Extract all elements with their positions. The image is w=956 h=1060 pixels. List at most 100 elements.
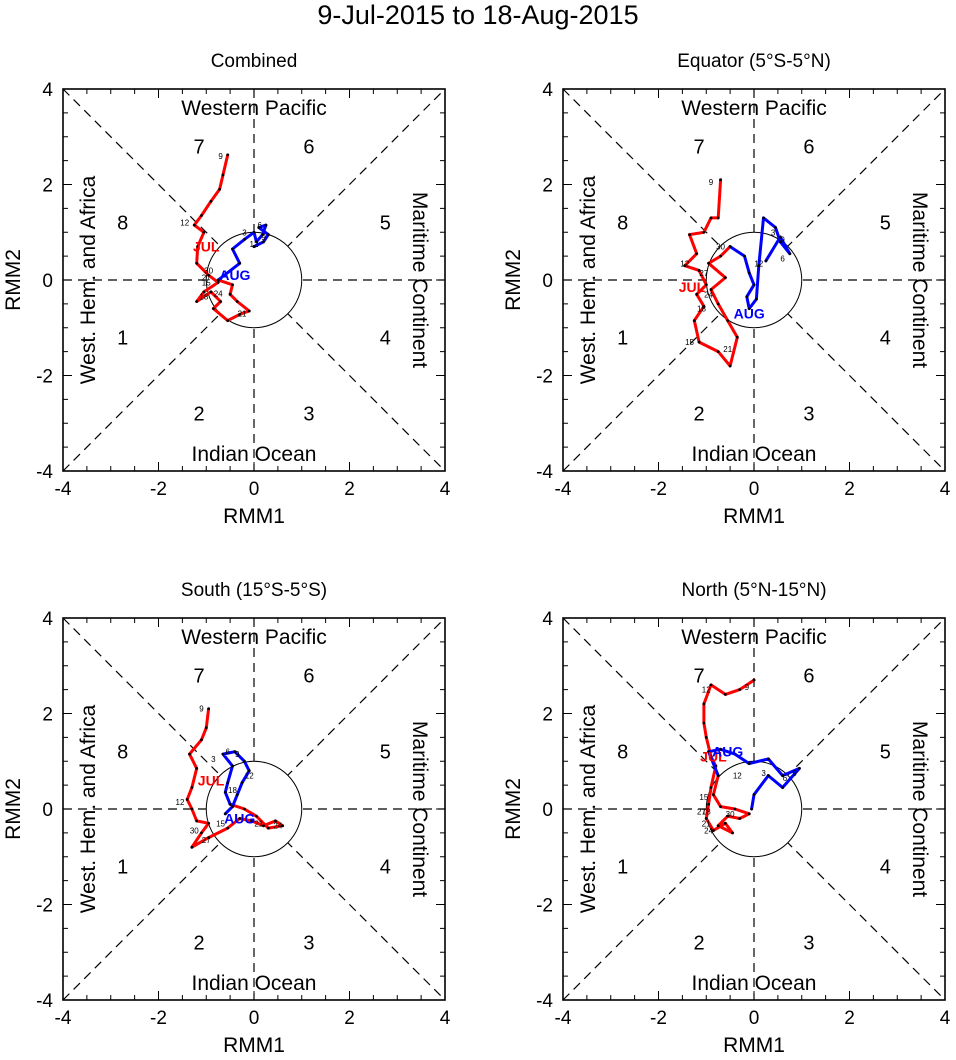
x-tick-label: -2 bbox=[650, 479, 667, 500]
trajectory-point bbox=[226, 153, 230, 157]
trajectory-point bbox=[728, 364, 732, 368]
phase-number-2: 2 bbox=[194, 933, 205, 955]
x-tick-label: 2 bbox=[844, 1008, 855, 1029]
x-tick-label: 4 bbox=[440, 479, 451, 500]
y-tick-label: -2 bbox=[536, 367, 553, 388]
day-label: 9 bbox=[261, 233, 266, 242]
trajectory-point bbox=[190, 845, 194, 849]
trajectory-point bbox=[274, 819, 277, 823]
y-axis-label: RMM2 bbox=[502, 778, 525, 840]
panel-title: Equator (5°S-5°N) bbox=[677, 51, 831, 72]
x-tick-label: 0 bbox=[249, 1008, 260, 1029]
day-label: 18 bbox=[228, 786, 237, 795]
trajectory-aug bbox=[728, 216, 792, 311]
trajectory-point bbox=[716, 774, 720, 777]
trajectory-point bbox=[223, 812, 227, 816]
trajectory-point bbox=[738, 817, 742, 820]
trajectory-point bbox=[235, 300, 239, 303]
day-label: 3 bbox=[771, 228, 776, 237]
trajectory-point bbox=[254, 814, 258, 818]
trajectory-point bbox=[221, 173, 225, 177]
trajectory-point bbox=[723, 276, 727, 280]
month-label-aug: AUG bbox=[219, 267, 250, 283]
trajectory-point bbox=[750, 807, 754, 811]
trajectory-point bbox=[195, 261, 199, 265]
trajectory-point bbox=[726, 814, 730, 818]
y-tick-label: -4 bbox=[536, 462, 553, 483]
phase-number-1: 1 bbox=[617, 856, 628, 878]
day-label: 9 bbox=[218, 152, 223, 161]
x-axis-label: RMM1 bbox=[723, 505, 785, 528]
x-tick-label: 0 bbox=[749, 1008, 760, 1029]
day-label: 9 bbox=[745, 683, 750, 692]
day-label: 12 bbox=[245, 772, 254, 781]
trajectory-point bbox=[781, 786, 785, 789]
trajectory-point bbox=[190, 807, 194, 811]
x-tick-label: -4 bbox=[55, 1008, 72, 1029]
trajectory-point bbox=[226, 319, 230, 322]
trajectory-point bbox=[238, 261, 242, 265]
trajectory-point bbox=[702, 304, 706, 308]
trajectory-point bbox=[752, 678, 756, 682]
phase-number-7: 7 bbox=[694, 665, 705, 687]
unit-circle bbox=[205, 760, 303, 858]
trajectory-point bbox=[752, 793, 756, 797]
phase-number-4: 4 bbox=[880, 856, 891, 878]
trajectory-point bbox=[226, 826, 230, 830]
month-label-jul: JUL bbox=[193, 239, 220, 255]
day-label: 12 bbox=[176, 798, 185, 807]
y-tick-label: 4 bbox=[542, 80, 553, 101]
trajectory-point bbox=[221, 752, 225, 756]
trajectory-point bbox=[188, 752, 191, 756]
trajectory-point bbox=[207, 707, 211, 711]
phase-number-6: 6 bbox=[803, 665, 814, 687]
trajectory-point bbox=[709, 786, 713, 789]
x-tick-label: 4 bbox=[440, 1008, 451, 1029]
day-label: 15 bbox=[202, 278, 211, 287]
day-label: 12 bbox=[250, 240, 259, 249]
trajectory-point bbox=[716, 302, 720, 306]
x-axis-label: RMM1 bbox=[723, 1034, 785, 1057]
trajectory-point bbox=[209, 199, 213, 203]
trajectory-point bbox=[695, 292, 699, 296]
day-label: 12 bbox=[733, 772, 742, 781]
trajectory-point bbox=[207, 821, 211, 825]
region-label-right: Maritime Continent bbox=[908, 192, 931, 368]
trajectory-point bbox=[723, 693, 727, 696]
day-label: 18 bbox=[702, 807, 711, 816]
trajectory-point bbox=[702, 230, 706, 234]
y-tick-label: -4 bbox=[36, 991, 53, 1012]
phase-number-1: 1 bbox=[117, 856, 128, 878]
trajectory-point bbox=[762, 216, 765, 220]
trajectory-point bbox=[212, 307, 215, 311]
phase-number-5: 5 bbox=[380, 742, 391, 764]
y-tick-label: 4 bbox=[542, 609, 553, 630]
trajectory-point bbox=[778, 235, 782, 239]
trajectory-point bbox=[228, 292, 232, 296]
phase-number-8: 8 bbox=[617, 213, 628, 235]
trajectory-point bbox=[200, 214, 203, 217]
y-tick-label: 2 bbox=[42, 176, 53, 197]
day-label: 12 bbox=[680, 259, 689, 268]
panel-title: Combined bbox=[211, 51, 298, 72]
trajectory-point bbox=[702, 721, 706, 725]
y-tick-label: 2 bbox=[542, 176, 553, 197]
trajectory-point bbox=[738, 688, 742, 692]
trajectory-point bbox=[207, 836, 211, 840]
trajectory-point bbox=[757, 264, 761, 268]
y-axis-label: RMM2 bbox=[2, 778, 25, 840]
day-label: 15 bbox=[216, 819, 225, 828]
trajectory-point bbox=[207, 273, 211, 277]
month-label-aug: AUG bbox=[224, 811, 255, 827]
region-label-bottom: Indian Ocean bbox=[692, 972, 817, 995]
y-tick-label: 4 bbox=[42, 609, 53, 630]
trajectory-point bbox=[190, 786, 194, 789]
trajectory-point bbox=[200, 738, 203, 742]
phase-number-7: 7 bbox=[194, 136, 205, 158]
region-label-right: Maritime Continent bbox=[908, 721, 931, 897]
region-label-left: West. Hem. and Africa bbox=[577, 704, 600, 913]
trajectory-point bbox=[247, 769, 251, 773]
x-tick-label: -4 bbox=[55, 479, 72, 500]
trajectory-point bbox=[726, 319, 730, 322]
